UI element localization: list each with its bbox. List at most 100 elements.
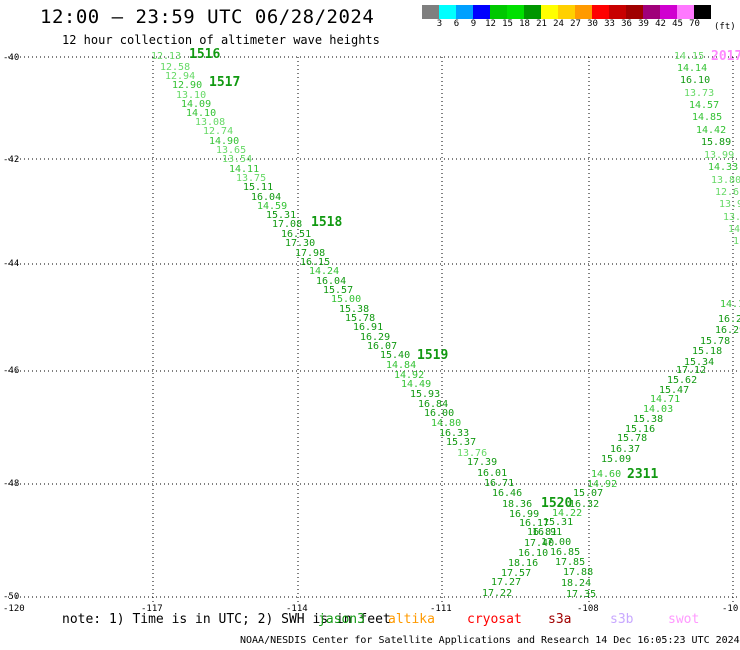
wave-height-value: 12.90 (172, 80, 202, 91)
legend-swatch (473, 5, 490, 19)
wave-height-value: 14.80 (431, 418, 461, 429)
wave-height-value: 16.85 (550, 547, 580, 558)
lat-label-44: -44 (3, 259, 20, 269)
legend-swatch (524, 5, 541, 19)
map-grid (8, 56, 740, 603)
legend-swatch (541, 5, 558, 19)
track-labels: 1516 1517 1518 1519 1520 2311 2017 (189, 47, 740, 511)
wave-height-value: 16.46 (492, 488, 522, 499)
wave-height-value: 18.36 (502, 499, 532, 510)
wave-height-value: 17.35 (566, 589, 596, 600)
legend-ticks: 3 6 9 12 15 18 21 24 27 30 33 36 39 42 45 70 (431, 19, 711, 29)
wave-height-value: 12.94 (165, 71, 195, 82)
pass-number-label: 1516 (189, 47, 220, 62)
legend-swatch (558, 5, 575, 19)
legend-swatch (626, 5, 643, 19)
pass-number-label: 1520 (541, 496, 572, 511)
wave-height-value: 15.07 (573, 488, 603, 499)
legend-swatch (490, 5, 507, 19)
lat-label-40: -40 (3, 53, 20, 63)
lat-label-46: -46 (3, 366, 20, 376)
wave-height-value: 14.15 (674, 51, 704, 62)
legend-swatch (507, 5, 524, 19)
wave-height-value: 16.91 (353, 322, 383, 333)
wave-height-value: 17.08 (272, 219, 302, 230)
wave-height-value: 15.57 (323, 285, 353, 296)
wave-height-value: 13.08 (195, 117, 225, 128)
wave-height-value: 16.91 (532, 527, 562, 538)
wave-height-value: 15.18 (692, 346, 722, 357)
wave-height-value: 16.33 (439, 428, 469, 439)
lon-label-111: -111 (430, 604, 452, 614)
wave-height-points: 12.1312.5812.9412.9013.1014.0914.1013.08… (151, 51, 740, 600)
wave-height-value: 15.00 (331, 294, 361, 305)
wave-height-value: 15.78 (617, 433, 647, 444)
wave-height-value: 16.07 (367, 341, 397, 352)
wave-height-value: 16.37 (610, 444, 640, 455)
wave-height-value: 14.14 (677, 63, 707, 74)
wave-height-value: 12.74 (203, 126, 233, 137)
wave-height-value: 14.57 (689, 100, 719, 111)
wave-height-value: 13.80 (711, 175, 740, 186)
credit-footer: NOAA/NESDIS Center for Satellite Applica… (240, 635, 740, 646)
wave-height-value: 14.92 (394, 370, 424, 381)
wave-height-value: 16.00 (424, 408, 454, 419)
legend-tick: 12 (485, 19, 496, 29)
wave-height-value: 14.90 (209, 136, 239, 147)
legend-tick: 9 (470, 19, 477, 29)
legend-swatch (694, 5, 711, 19)
wave-height-value: 15.40 (380, 350, 410, 361)
wave-height-value: 15.62 (667, 375, 697, 386)
pass-number-label: 2311 (627, 467, 658, 482)
wave-height-value: 12.6 (715, 187, 739, 198)
legend-tick: 42 (655, 19, 666, 29)
wave-height-value: 14.42 (696, 125, 726, 136)
map-title: 12:00 – 23:59 UTC 06/28/2024 (40, 6, 375, 28)
lon-label-117: -117 (141, 604, 163, 614)
legend-tick: 30 (587, 19, 598, 29)
wave-height-value: 14.60 (591, 469, 621, 480)
legend-swatch (660, 5, 677, 19)
wave-height-value: 15.34 (684, 357, 714, 368)
legend-swatch (592, 5, 609, 19)
wave-height-value: 13.10 (176, 90, 206, 101)
wave-height-value: 14.03 (643, 404, 673, 415)
pass-number-label: 1519 (417, 348, 448, 363)
wave-height-value: 16.04 (251, 192, 281, 203)
wave-height-value: 17.85 (555, 557, 585, 568)
wave-height-value: 16.04 (316, 276, 346, 287)
wave-height-value: 14.1 (720, 299, 740, 310)
wave-height-value: 13.54 (222, 154, 252, 165)
sat-jason3: jason3 (318, 612, 365, 627)
legend-tick: 39 (638, 19, 649, 29)
wave-height-value: 15.31 (543, 517, 573, 528)
wave-height-value: 17.22 (482, 588, 512, 599)
lat-label-48: -48 (3, 479, 20, 489)
wave-height-value: 17.40 (524, 538, 554, 549)
wave-height-value: 15.16 (625, 424, 655, 435)
legend-tick: 70 (689, 19, 700, 29)
wave-height-value: 16.51 (281, 229, 311, 240)
wave-height-value: 17.12 (676, 365, 706, 376)
lon-label-120: -120 (3, 604, 25, 614)
lon-label-108: -108 (577, 604, 599, 614)
legend-tick: 18 (519, 19, 530, 29)
wave-height-value: 16.10 (680, 75, 710, 86)
wave-height-value: 14.59 (257, 201, 287, 212)
wave-height-value: 13.9 (719, 199, 740, 210)
wave-height-value: 14.49 (401, 379, 431, 390)
wave-height-value: 18.24 (561, 578, 591, 589)
wave-height-value: 17.98 (295, 248, 325, 259)
wave-height-value: 17.57 (501, 568, 531, 579)
wave-height-value: 16.71 (484, 478, 514, 489)
legend-swatch (456, 5, 473, 19)
legend-tick: 21 (536, 19, 547, 29)
color-legend: 3 6 9 12 15 18 21 24 27 30 33 36 39 42 45 70 (ft) (422, 5, 736, 32)
wave-height-value: 16.29 (360, 332, 390, 343)
wave-height-value: 14.92 (587, 479, 617, 490)
legend-unit: (ft) (714, 22, 736, 32)
legend-tick: 45 (672, 19, 683, 29)
sat-s3b: s3b (610, 612, 634, 627)
wave-height-value: 13.99 (704, 150, 734, 161)
